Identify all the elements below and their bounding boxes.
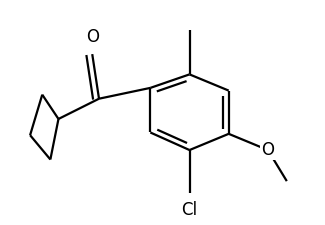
Text: O: O <box>261 141 274 159</box>
Text: O: O <box>86 28 99 46</box>
Text: Cl: Cl <box>181 200 198 218</box>
